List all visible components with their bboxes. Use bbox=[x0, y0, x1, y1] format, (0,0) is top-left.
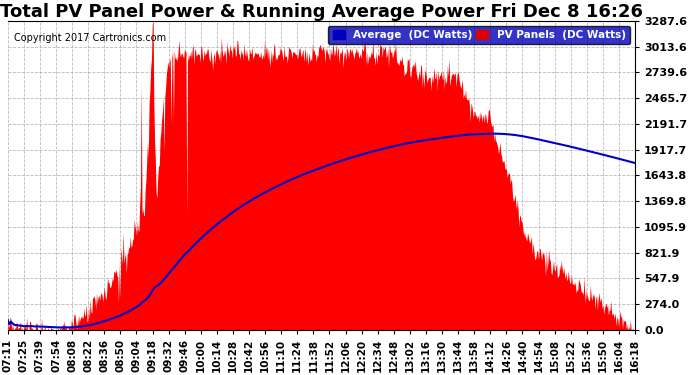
Legend: Average  (DC Watts), PV Panels  (DC Watts): Average (DC Watts), PV Panels (DC Watts) bbox=[328, 26, 630, 45]
Title: Total PV Panel Power & Running Average Power Fri Dec 8 16:26: Total PV Panel Power & Running Average P… bbox=[0, 3, 643, 21]
Text: Copyright 2017 Cartronics.com: Copyright 2017 Cartronics.com bbox=[14, 33, 166, 43]
